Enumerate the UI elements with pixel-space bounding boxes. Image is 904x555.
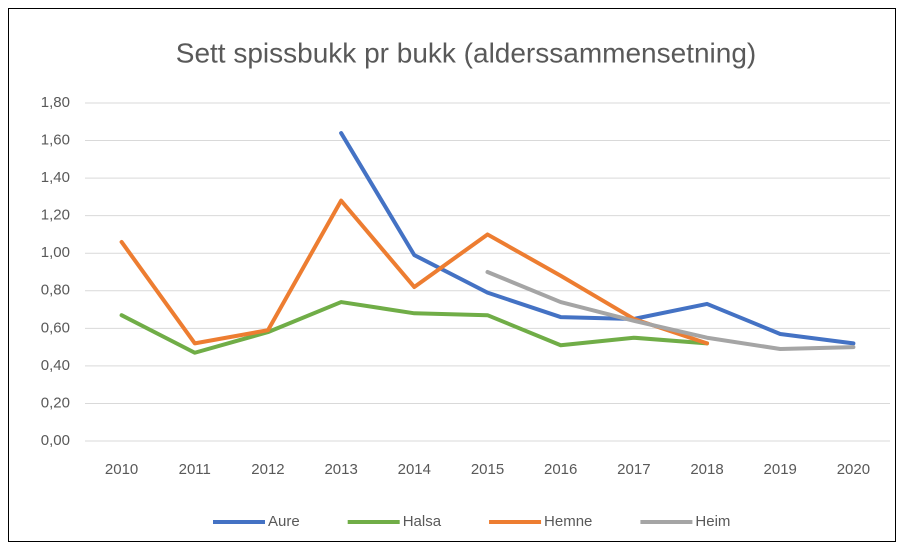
y-tick-label: 1,80 xyxy=(41,94,70,111)
x-tick-label: 2011 xyxy=(179,461,211,478)
legend-label: Halsa xyxy=(403,513,442,530)
legend-label: Hemne xyxy=(544,513,592,530)
x-tick-label: 2018 xyxy=(690,461,723,478)
y-tick-label: 0,80 xyxy=(41,282,70,299)
y-tick-label: 1,40 xyxy=(41,169,70,186)
x-tick-label: 2015 xyxy=(471,461,504,478)
x-tick-label: 2014 xyxy=(398,461,431,478)
y-tick-label: 1,60 xyxy=(41,132,70,149)
legend-label: Heim xyxy=(695,513,730,530)
y-tick-label: 1,20 xyxy=(41,207,70,224)
x-tick-label: 2012 xyxy=(251,461,284,478)
y-tick-label: 1,00 xyxy=(41,244,70,261)
x-tick-label: 2020 xyxy=(837,461,870,478)
series-line xyxy=(485,270,856,351)
y-tick-label: 0,40 xyxy=(41,357,70,374)
series-line xyxy=(119,198,710,346)
y-tick-label: 0,00 xyxy=(41,432,70,449)
legend-label: Aure xyxy=(268,513,300,530)
y-tick-label: 0,60 xyxy=(41,319,70,336)
x-tick-label: 2013 xyxy=(324,461,357,478)
series-line xyxy=(119,300,710,355)
x-tick-label: 2017 xyxy=(617,461,650,478)
x-tick-label: 2019 xyxy=(764,461,797,478)
series-line xyxy=(339,131,856,346)
y-tick-label: 0,20 xyxy=(41,394,70,411)
x-tick-label: 2010 xyxy=(105,461,138,478)
x-tick-label: 2016 xyxy=(544,461,577,478)
chart-title: Sett spissbukk pr bukk (alderssammensetn… xyxy=(176,37,756,68)
